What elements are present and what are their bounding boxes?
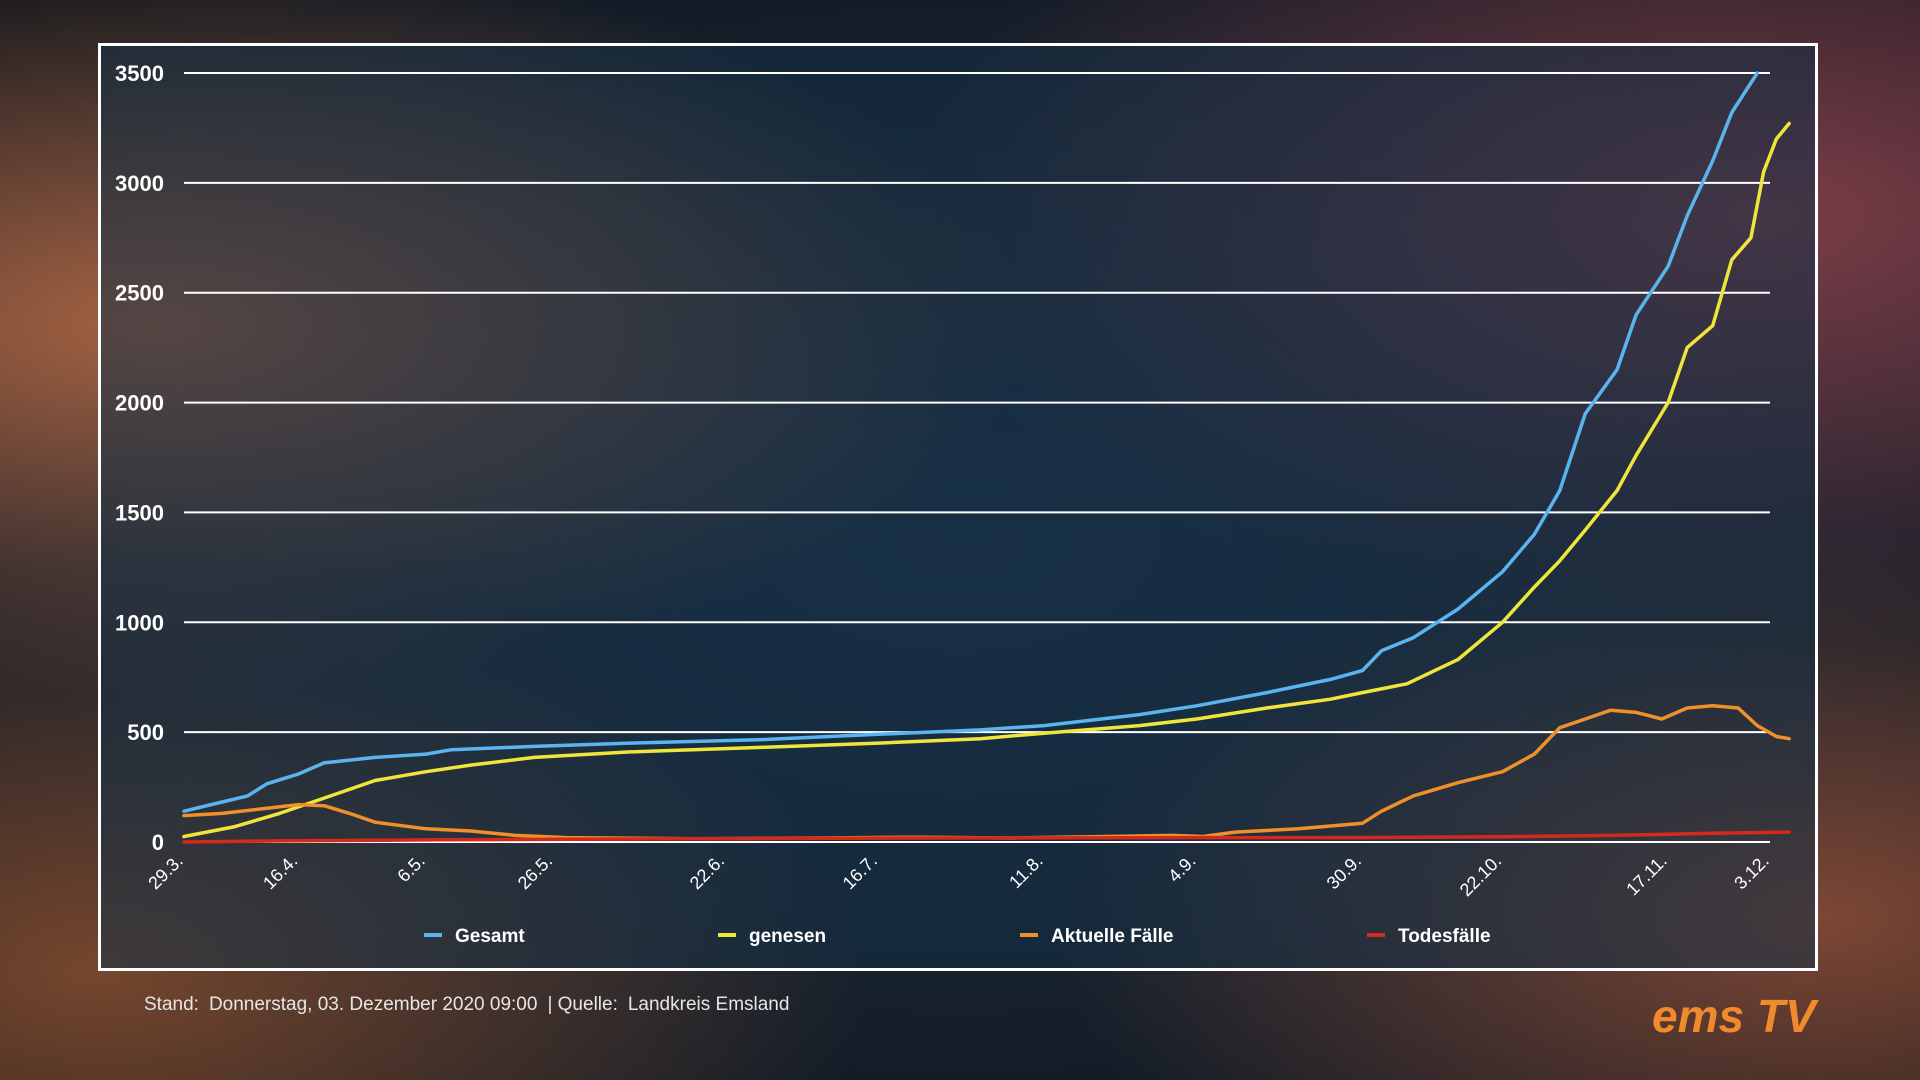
legend-label-2: Aktuelle Fälle bbox=[1051, 926, 1174, 947]
stand-label: Stand: bbox=[144, 994, 199, 1015]
series-line-1 bbox=[182, 121, 1791, 839]
ems-tv-logo: ems TV bbox=[1652, 992, 1819, 1040]
chart-frame bbox=[98, 43, 1818, 971]
y-tick-label: 500 bbox=[127, 720, 164, 745]
stand-value: Donnerstag, 03. Dezember 2020 09:00 bbox=[208, 994, 538, 1015]
x-tick-label: 26.5. bbox=[514, 851, 556, 893]
x-tick-label: 4.9. bbox=[1164, 851, 1199, 886]
x-tick-label: 22.10. bbox=[1456, 851, 1506, 901]
y-tick-label: 2500 bbox=[115, 281, 164, 306]
series-line-3 bbox=[182, 830, 1791, 844]
x-tick-label: 16.7. bbox=[839, 851, 881, 893]
series-line-0 bbox=[182, 71, 1760, 813]
logo-text: ems TV bbox=[1652, 992, 1819, 1040]
x-tick-label: 16.4. bbox=[259, 851, 301, 893]
y-tick-label: 0 bbox=[152, 830, 164, 855]
x-tick-label: 11.8. bbox=[1005, 851, 1047, 893]
series-line-2 bbox=[182, 704, 1791, 841]
legend-label-3: Todesfälle bbox=[1398, 926, 1491, 947]
legend-label-1: genesen bbox=[749, 926, 826, 947]
y-tick-label: 2000 bbox=[115, 391, 164, 416]
y-tick-label: 3000 bbox=[115, 171, 164, 196]
grid-lines bbox=[184, 72, 1770, 843]
quelle-label: | Quelle: bbox=[547, 994, 618, 1015]
y-tick-label: 1500 bbox=[115, 500, 164, 525]
x-tick-label: 17.11. bbox=[1622, 851, 1671, 900]
x-axis-ticks: 29.3. 16.4. 6.5. 26.5. 22.6. 16.7. 11.8. 4.9. 30… bbox=[144, 851, 1772, 901]
y-axis-ticks: 0 500 1000 1500 2000 2500 3000 3500 bbox=[115, 61, 164, 855]
x-tick-label: 29.3. bbox=[144, 851, 186, 893]
series-lines bbox=[182, 71, 1791, 844]
footer: Stand: Donnerstag, 03. Dezember 2020 09:0… bbox=[144, 994, 799, 1016]
x-tick-label: 30.9. bbox=[1323, 851, 1365, 893]
x-tick-label: 3.12. bbox=[1730, 851, 1772, 893]
x-tick-label: 22.6. bbox=[686, 851, 728, 893]
quelle-value: Landkreis Emsland bbox=[627, 994, 790, 1015]
x-tick-label: 6.5. bbox=[393, 851, 428, 886]
y-tick-label: 3500 bbox=[115, 61, 164, 86]
legend: Gesamt genesen Aktuelle Fälle Todesfälle bbox=[424, 926, 1491, 947]
legend-label-0: Gesamt bbox=[455, 926, 525, 947]
y-tick-label: 1000 bbox=[115, 610, 164, 635]
